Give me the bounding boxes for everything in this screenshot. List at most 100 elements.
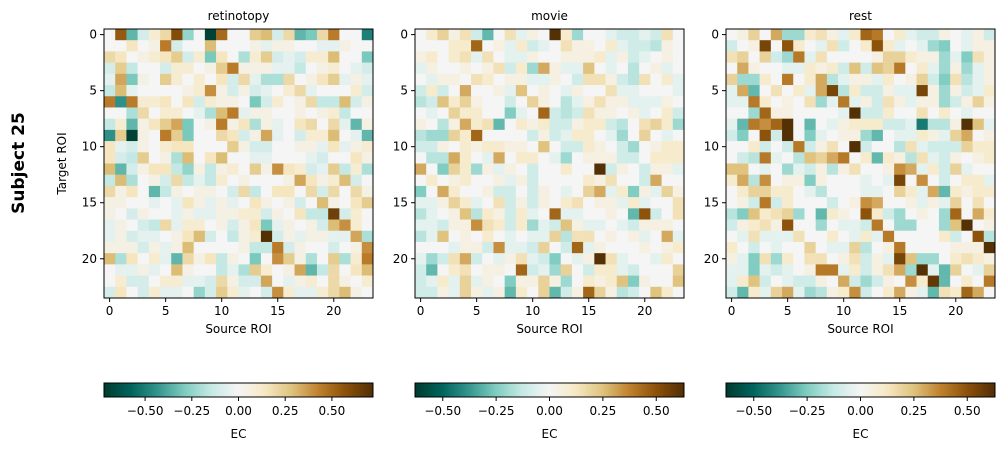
heatmap-cell xyxy=(737,129,749,142)
colorbar-segment xyxy=(968,383,971,397)
heatmap-cell xyxy=(961,185,973,198)
heatmap-cell xyxy=(260,85,273,97)
heatmap-cell xyxy=(204,73,217,86)
heatmap-cell xyxy=(538,219,550,232)
heatmap-cell xyxy=(504,275,517,288)
heatmap-cell xyxy=(571,275,584,288)
y-tick-label: 0 xyxy=(400,28,408,42)
colorbar-segment xyxy=(511,383,515,397)
heatmap-cell xyxy=(204,174,217,187)
heatmap-cell xyxy=(560,73,573,86)
heatmap-cell xyxy=(672,253,685,265)
colorbar-segment xyxy=(139,383,143,397)
heatmap-cell xyxy=(350,174,363,187)
heatmap-cell xyxy=(493,163,505,176)
heatmap-cell xyxy=(759,208,772,220)
heatmap-cell xyxy=(650,185,662,198)
colorbar-segment xyxy=(193,383,197,397)
heatmap-cell xyxy=(826,40,839,52)
colorbar-segment xyxy=(912,383,915,397)
colorbar-segment xyxy=(130,383,134,397)
heatmap-cell xyxy=(260,118,273,131)
heatmap-cell xyxy=(104,174,116,187)
heatmap-cell xyxy=(238,275,251,288)
heatmap-cell xyxy=(605,141,618,153)
heatmap-cell xyxy=(328,253,340,265)
heatmap-cell xyxy=(193,118,206,131)
colorbar-segment xyxy=(346,383,349,397)
heatmap-cell xyxy=(471,107,483,119)
heatmap-cell xyxy=(471,40,483,52)
heatmap-cell xyxy=(527,96,539,108)
heatmap-cell xyxy=(459,286,472,299)
heatmap-cell xyxy=(571,85,584,97)
heatmap-cell xyxy=(571,118,584,131)
heatmap-cell xyxy=(627,264,640,276)
heatmap-cell xyxy=(193,208,206,220)
heatmap-cell xyxy=(459,107,472,119)
heatmap-cell xyxy=(726,230,738,243)
heatmap-cell xyxy=(459,152,472,164)
heatmap-cell xyxy=(283,185,295,198)
heatmap-cell xyxy=(538,51,550,63)
heatmap-cell xyxy=(672,264,685,276)
heatmap-cell xyxy=(737,62,749,75)
heatmap-cell xyxy=(961,197,973,209)
colorbar-segment xyxy=(795,383,799,397)
heatmap-cell xyxy=(726,185,738,198)
heatmap-cell xyxy=(770,197,783,209)
heatmap-cell xyxy=(137,73,150,86)
colorbar-segment xyxy=(759,383,763,397)
heatmap-cell xyxy=(115,174,127,187)
colorbar-segment xyxy=(486,383,490,397)
heatmap-cell xyxy=(515,152,528,164)
heatmap-cell xyxy=(571,129,584,142)
heatmap-cell xyxy=(448,129,461,142)
colorbar-segment xyxy=(504,383,508,397)
y-tick-label: 10 xyxy=(82,140,97,154)
heatmap-cell xyxy=(126,174,138,187)
heatmap-cell xyxy=(583,29,595,41)
heatmap-cell xyxy=(639,219,651,232)
heatmap-cell xyxy=(204,275,217,288)
heatmap-cell xyxy=(849,29,861,41)
heatmap-cell xyxy=(260,197,273,209)
heatmap-cell xyxy=(650,51,662,63)
colorbar-segment xyxy=(941,383,944,397)
heatmap-cell xyxy=(961,208,973,220)
heatmap-cell xyxy=(594,253,606,265)
heatmap-cell xyxy=(661,29,674,41)
heatmap-cell xyxy=(115,163,127,176)
heatmap-cell xyxy=(849,73,861,86)
heatmap-cell xyxy=(504,129,517,142)
heatmap-cell xyxy=(950,152,962,164)
heatmap-cell xyxy=(126,62,138,75)
heatmap-cell xyxy=(983,129,996,142)
heatmap-cell xyxy=(328,118,340,131)
colorbar-segment xyxy=(672,383,676,397)
heatmap-cell xyxy=(916,129,929,142)
heatmap-cell xyxy=(350,241,363,254)
heatmap-cell xyxy=(972,174,985,187)
heatmap-cell xyxy=(627,230,640,243)
heatmap-cell xyxy=(639,118,651,131)
heatmap-cell xyxy=(605,29,618,41)
heatmap-cell xyxy=(272,286,284,299)
heatmap-cell xyxy=(661,141,674,153)
heatmap-cell xyxy=(726,51,738,63)
heatmap-cell xyxy=(137,241,150,254)
heatmap-cell xyxy=(639,174,651,187)
heatmap-cell xyxy=(426,264,438,276)
colorbar-segment xyxy=(296,383,300,397)
heatmap-cell xyxy=(972,230,985,243)
heatmap-cell xyxy=(905,152,917,164)
heatmap-cell xyxy=(627,286,640,299)
heatmap-cell xyxy=(627,129,640,142)
heatmap-cell xyxy=(950,40,962,52)
heatmap-cell xyxy=(437,73,449,86)
heatmap-cell xyxy=(504,264,517,276)
heatmap-cell xyxy=(204,141,217,153)
heatmap-cell xyxy=(894,219,906,232)
heatmap-cell xyxy=(115,129,127,142)
